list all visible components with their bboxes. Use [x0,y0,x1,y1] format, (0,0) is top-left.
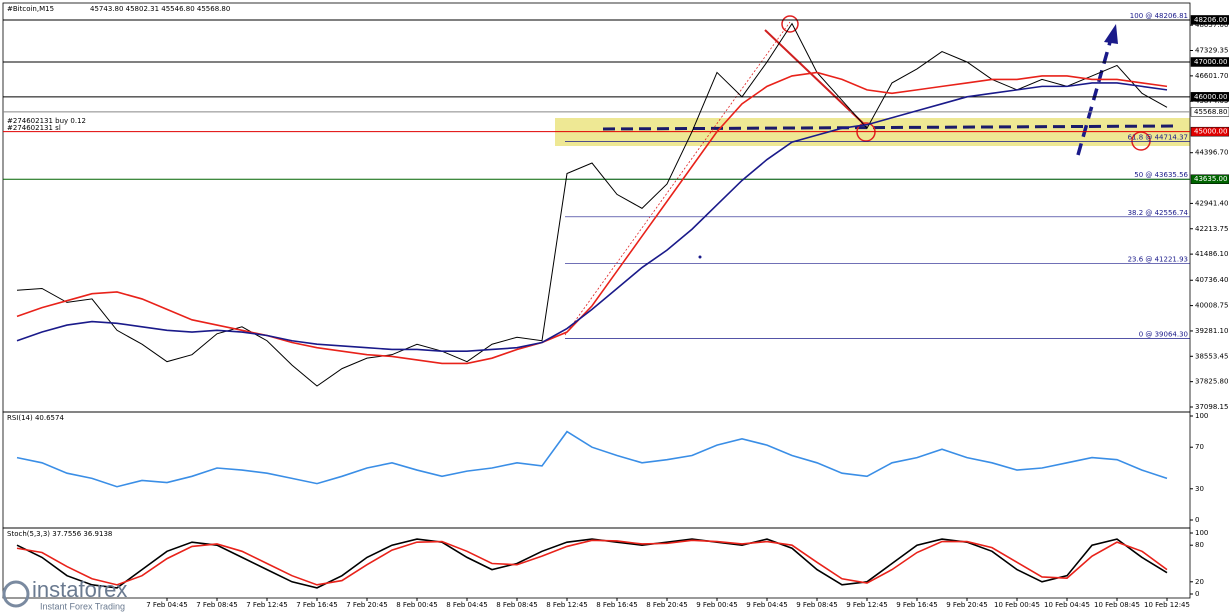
dashed-trendline [602,124,1176,131]
watermark-tagline: Instant Forex Trading [40,601,125,611]
price-box-label: 48206.00 [1194,16,1227,24]
y-tick-label: 100 [1195,529,1208,537]
y-tick-label: 0 [1195,590,1199,598]
price-box-label: 43635.00 [1194,175,1227,183]
y-tick-label: 0 [1195,516,1199,524]
y-tick-label: 40008.75 [1195,302,1228,310]
y-tick-label: 38553.45 [1195,352,1228,360]
price-box-label: 45568.80 [1194,108,1227,116]
highlight-circle [781,15,799,33]
fib-label: 50 @ 43635.56 [1134,171,1188,179]
order-label: #274602131 sl [7,124,61,132]
y-tick-label: 30 [1195,485,1204,493]
price-box [1190,126,1229,137]
y-tick-label: 37098.15 [1195,403,1228,411]
y-tick-label: 41486.10 [1195,250,1228,258]
x-tick-label: 8 Feb 04:45 [446,601,487,609]
y-tick-label: 47329.35 [1195,47,1228,55]
x-tick-label: 9 Feb 08:45 [796,601,837,609]
fib-label: 100 @ 48206.81 [1130,12,1188,20]
dot [698,255,702,259]
series-line [16,82,1168,352]
ohlc: 45743.80 45802.31 45546.80 45568.80 [90,5,230,13]
logo [2,580,30,608]
fib-baseline [564,21,791,336]
x-tick-label: 7 Feb 20:45 [346,601,387,609]
price-box [1190,57,1229,67]
panel-title: Stoch(5,3,3) 37.7556 36.9138 [7,530,112,538]
y-tick-label: 70 [1195,443,1204,451]
x-tick-label: 9 Feb 00:45 [696,601,737,609]
price-box-label: 47000.00 [1194,58,1227,66]
price-box [1190,174,1229,184]
x-tick-label: 9 Feb 12:45 [846,601,887,609]
price-box [1190,15,1229,25]
y-tick-label: 40736.40 [1195,276,1228,284]
y-tick-label: 46601.70 [1195,72,1228,80]
series-line [16,71,1168,365]
x-tick-label: 9 Feb 04:45 [746,601,787,609]
x-tick-label: 7 Feb 08:45 [196,601,237,609]
price-box-label: 45000.00 [1194,128,1227,136]
x-tick-label: 10 Feb 08:45 [1094,601,1140,609]
watermark: instaforex Instant Forex Trading [2,577,127,611]
arrow-head [1104,24,1118,44]
x-tick-label: 8 Feb 16:45 [596,601,637,609]
down-arrow [764,29,866,126]
x-tick-label: 7 Feb 16:45 [296,601,337,609]
y-tick-label: 48057.00 [1195,21,1228,29]
x-tick-label: 8 Feb 12:45 [546,601,587,609]
y-tick-label: 42213.75 [1195,225,1228,233]
x-tick-label: 9 Feb 20:45 [946,601,987,609]
up-arrow [1076,34,1114,156]
x-tick-label: 10 Feb 04:45 [1044,601,1090,609]
y-tick-label: 44396.70 [1195,149,1228,157]
fib-label: 38.2 @ 42556.74 [1128,209,1189,217]
y-tick-label: 100 [1195,412,1208,420]
order-label: #274602131 buy 0.12 [7,117,86,125]
price-box [1190,107,1229,117]
panel-frame [2,527,1191,599]
x-tick-label: 7 Feb 04:45 [146,601,187,609]
fib-label: 23.6 @ 41221.93 [1128,255,1188,263]
price-box-label: 46000.00 [1194,93,1227,101]
fib-label: 61.8 @ 44714.37 [1128,134,1188,142]
y-tick-label: 37825.80 [1195,378,1228,386]
y-tick-label: 39281.10 [1195,327,1228,335]
watermark-brand: instaforex [32,577,127,602]
panel-title: RSI(14) 40.6574 [7,414,64,422]
y-tick-label: 20 [1195,578,1204,586]
x-tick-label: 8 Feb 00:45 [396,601,437,609]
x-tick-label: 8 Feb 20:45 [646,601,687,609]
series-line [16,22,1168,387]
x-tick-label: 8 Feb 08:45 [496,601,537,609]
y-tick-label: 42941.40 [1195,199,1228,207]
x-tick-label: 10 Feb 00:45 [994,601,1040,609]
series-line [16,430,1168,488]
x-tick-label: 9 Feb 16:45 [896,601,937,609]
x-tick-label: 7 Feb 12:45 [246,601,287,609]
series-line [16,539,1168,586]
y-tick-label: 80 [1195,541,1204,549]
fib-label: 0 @ 39064.30 [1139,331,1188,339]
price-box [1190,92,1229,102]
x-tick-label: 10 Feb 12:45 [1144,601,1190,609]
panel-title: #Bitcoin,M15 [7,5,54,13]
